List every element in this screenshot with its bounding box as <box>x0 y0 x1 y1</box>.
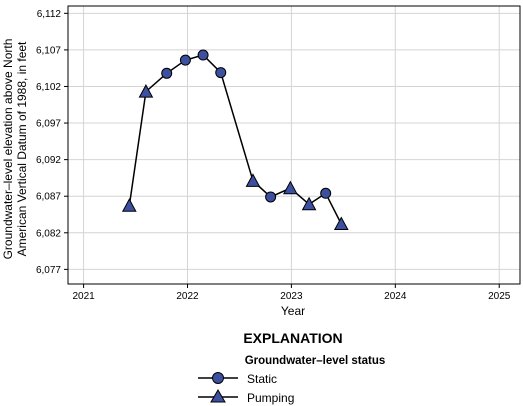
y-tick-label: 6,102 <box>36 82 61 93</box>
legend-pumping-marker <box>210 389 226 403</box>
pumping-point <box>245 173 261 187</box>
legend-subtitle: Groundwater–level status <box>245 355 386 367</box>
y-tick-label: 6,112 <box>37 9 62 20</box>
legend-pumping-label: Pumping <box>247 391 294 405</box>
pumping-point <box>121 198 137 212</box>
legend-static-label: Static <box>247 372 277 386</box>
pumping-point <box>283 180 298 195</box>
pumping-point <box>301 196 317 211</box>
static-point <box>179 54 191 66</box>
y-tick-label: 6,087 <box>36 192 61 203</box>
y-tick-label: 6,092 <box>36 155 61 166</box>
x-tick-label: 2023 <box>280 291 303 302</box>
plot-frame <box>67 5 521 285</box>
x-axis-label: Year <box>281 304 305 318</box>
static-point <box>265 191 277 203</box>
y-axis-ticks: 6,077 6,082 6,087 6,092 6,097 6,102 6,107 6,112 <box>36 9 68 276</box>
legend: EXPLANATION Groundwater–level status Sta… <box>198 330 385 405</box>
legend-static-marker <box>212 372 224 384</box>
pumping-point <box>333 216 349 231</box>
x-tick-label: 2025 <box>488 291 511 302</box>
y-tick-label: 6,082 <box>36 228 61 239</box>
y-tick-label: 6,107 <box>36 45 61 56</box>
x-tick-label: 2024 <box>384 291 407 302</box>
grid <box>68 6 520 284</box>
static-point <box>320 187 332 199</box>
static-point <box>197 49 209 61</box>
static-point <box>215 67 227 79</box>
static-point <box>161 67 173 79</box>
x-tick-label: 2021 <box>72 291 95 302</box>
y-axis-label-line-2: American Vertical Datum of 1988, in feet <box>15 41 29 256</box>
legend-title: EXPLANATION <box>243 330 342 346</box>
x-tick-label: 2022 <box>176 291 199 302</box>
data-series <box>121 49 349 231</box>
x-axis-ticks: 2021 2022 2023 2024 2025 <box>72 284 511 302</box>
y-tick-label: 6,077 <box>36 265 61 276</box>
pumping-point <box>138 84 154 98</box>
y-tick-label: 6,097 <box>36 119 61 130</box>
y-axis-label-line-1: Groundwater–level elevation above North <box>1 39 15 260</box>
